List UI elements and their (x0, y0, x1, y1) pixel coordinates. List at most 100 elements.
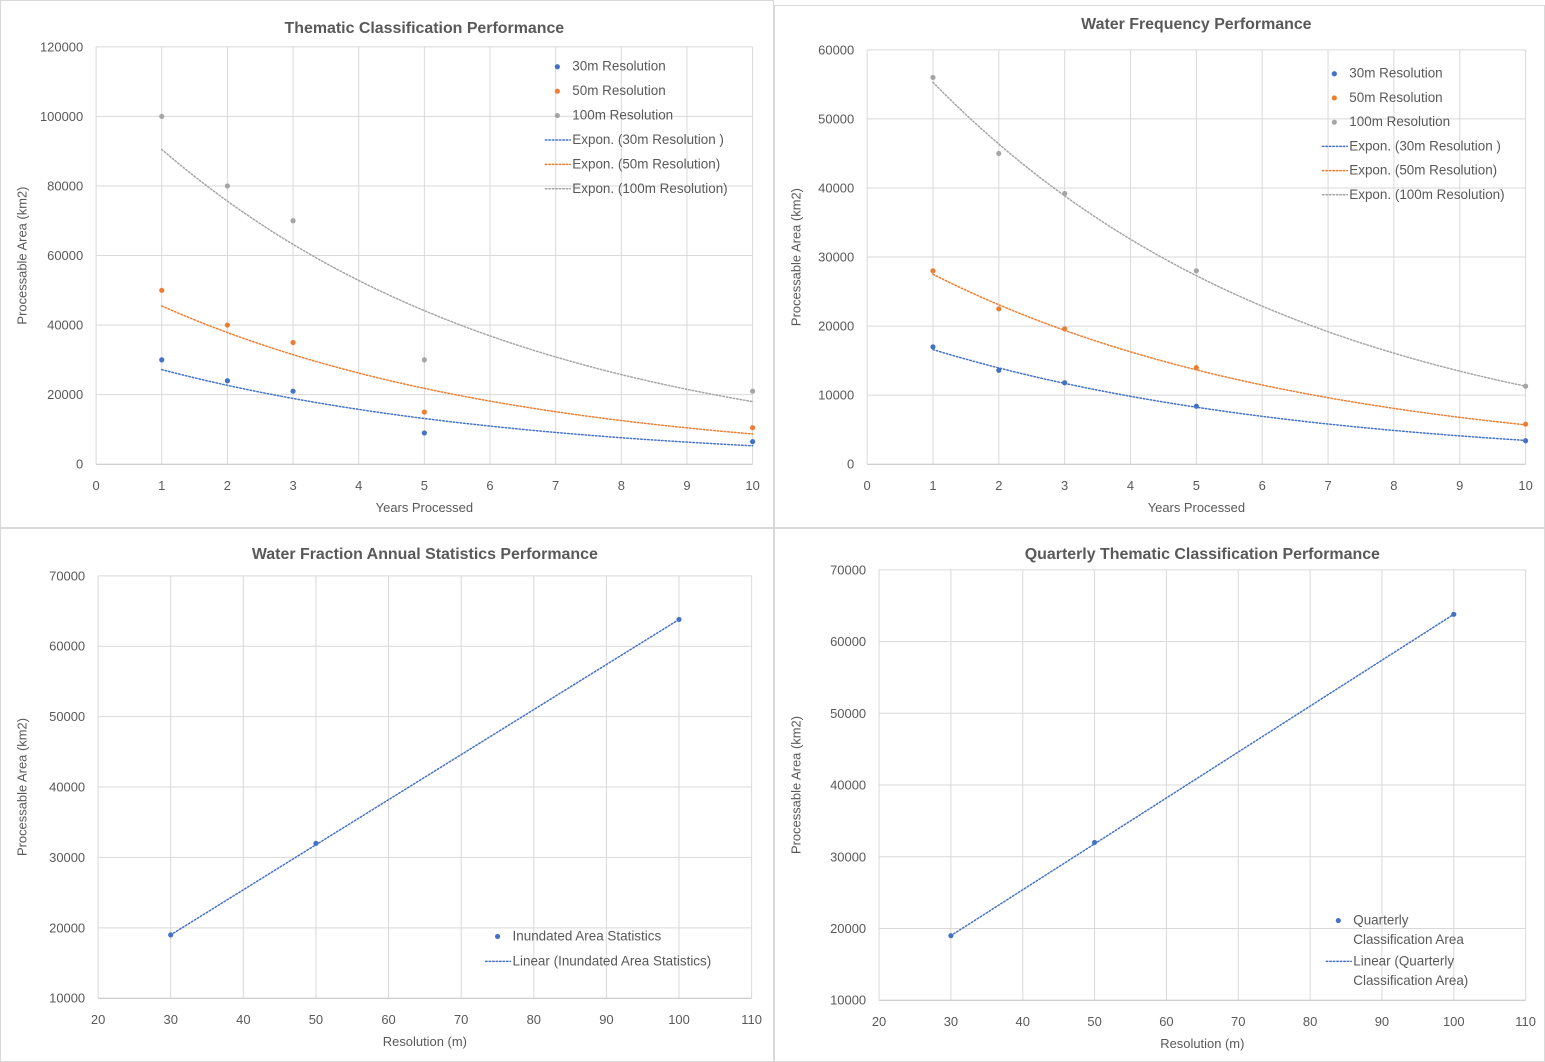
x-tick-label: 70 (1231, 1014, 1245, 1029)
x-tick-label: 2 (995, 478, 1002, 493)
y-tick-label: 60000 (818, 42, 854, 57)
data-point (1193, 364, 1199, 371)
x-tick-label: 50 (309, 1012, 323, 1027)
trendline (169, 618, 680, 936)
legend-label: Expon. (30m Resolution ) (572, 132, 724, 147)
x-tick-label: 30 (164, 1012, 178, 1027)
legend-marker (554, 88, 560, 94)
x-tick-label: 0 (864, 478, 871, 493)
y-tick-label: 10000 (830, 993, 866, 1008)
data-point (421, 357, 427, 363)
data-point (421, 409, 427, 415)
x-tick-label: 3 (289, 478, 296, 493)
x-tick-label: 20 (872, 1014, 886, 1029)
legend-label: Classification Area) (1353, 973, 1468, 988)
trendline (161, 305, 754, 435)
legend-label: Classification Area (1353, 932, 1464, 947)
data-point (930, 344, 936, 350)
y-tick-label: 60000 (47, 248, 83, 263)
x-tick-label: 20 (91, 1012, 105, 1027)
trendline (161, 368, 754, 447)
y-tick-label: 70000 (49, 568, 85, 583)
x-tick-label: 40 (236, 1012, 250, 1027)
y-tick-label: 60000 (830, 634, 866, 649)
data-point (676, 616, 682, 623)
data-point (996, 367, 1002, 373)
legend-label: Quarterly (1353, 913, 1409, 928)
legend-label: Linear (Quarterly (1353, 953, 1454, 968)
y-tick-label: 20000 (818, 319, 854, 334)
legend-label: 100m Resolution (1349, 114, 1450, 129)
data-point (930, 74, 936, 81)
chart-title: Water Fraction Annual Statistics Perform… (252, 546, 598, 563)
x-tick-label: 9 (1456, 478, 1463, 493)
data-point (1523, 383, 1529, 389)
data-point (750, 425, 756, 431)
x-tick-label: 6 (1259, 478, 1266, 493)
data-point (159, 113, 165, 119)
legend-label: Expon. (100m Resolution) (572, 181, 727, 196)
y-tick-label: 50000 (830, 706, 866, 721)
x-tick-label: 4 (1127, 478, 1134, 493)
data-point (421, 430, 427, 436)
y-tick-label: 40000 (818, 180, 854, 195)
y-tick-label: 60000 (49, 639, 85, 654)
x-axis-title: Resolution (m) (1160, 1036, 1244, 1051)
x-tick-label: 7 (1324, 478, 1331, 493)
data-point (930, 268, 936, 274)
x-tick-label: 9 (683, 478, 690, 493)
x-axis-title: Resolution (m) (383, 1034, 467, 1049)
trendline (161, 148, 754, 403)
y-tick-label: 0 (847, 457, 854, 472)
data-point (224, 378, 230, 384)
trendline (932, 81, 1527, 387)
data-point (168, 932, 174, 938)
x-tick-label: 30 (944, 1014, 958, 1029)
data-point (1523, 438, 1529, 444)
x-tick-label: 6 (486, 478, 493, 493)
x-tick-label: 110 (1515, 1014, 1536, 1029)
y-tick-label: 10000 (49, 991, 85, 1006)
x-tick-label: 1 (158, 478, 165, 493)
legend-label: 50m Resolution (1349, 90, 1442, 105)
legend-label: Linear (Inundated Area Statistics) (513, 953, 712, 968)
legend-marker (554, 64, 560, 70)
legend-label: Expon. (30m Resolution ) (1349, 138, 1501, 153)
legend-marker (1335, 917, 1341, 924)
data-point (1062, 326, 1068, 332)
y-axis-title: Processable Area (km2) (14, 187, 29, 325)
x-tick-label: 80 (1303, 1014, 1317, 1029)
y-tick-label: 40000 (49, 780, 85, 795)
data-point (290, 218, 296, 224)
data-point (290, 388, 296, 394)
y-tick-label: 70000 (830, 562, 866, 577)
chart-panel-water-frequency: Water Frequency Performance 0 10000 20000 30… (774, 5, 1545, 528)
data-point (224, 183, 230, 189)
legend-label: Inundated Area Statistics (513, 928, 662, 943)
x-tick-label: 90 (599, 1012, 613, 1027)
y-tick-label: 30000 (49, 850, 85, 865)
y-axis-title: Processable Area (km2) (788, 188, 803, 326)
legend-marker (1331, 95, 1337, 101)
data-point (1091, 839, 1098, 846)
x-tick-label: 4 (355, 478, 362, 493)
data-point (750, 388, 756, 394)
x-tick-label: 2 (224, 478, 231, 493)
data-point (224, 322, 230, 328)
trendline (950, 613, 1455, 937)
y-tick-label: 20000 (49, 920, 85, 935)
y-tick-label: 40000 (830, 778, 866, 793)
chart-title: Thematic Classification Performance (285, 20, 565, 37)
x-tick-label: 5 (421, 478, 428, 493)
data-point (159, 357, 165, 363)
y-tick-label: 40000 (47, 318, 83, 333)
chart-svg: Water Frequency Performance0100002000030… (788, 16, 1532, 515)
x-tick-label: 70 (454, 1012, 468, 1027)
x-tick-label: 10 (745, 478, 759, 493)
x-tick-label: 1 (929, 478, 936, 493)
y-tick-label: 30000 (830, 849, 866, 864)
data-point (1193, 268, 1199, 274)
data-point (750, 439, 756, 445)
x-tick-label: 40 (1016, 1014, 1030, 1029)
x-tick-label: 7 (552, 478, 559, 493)
